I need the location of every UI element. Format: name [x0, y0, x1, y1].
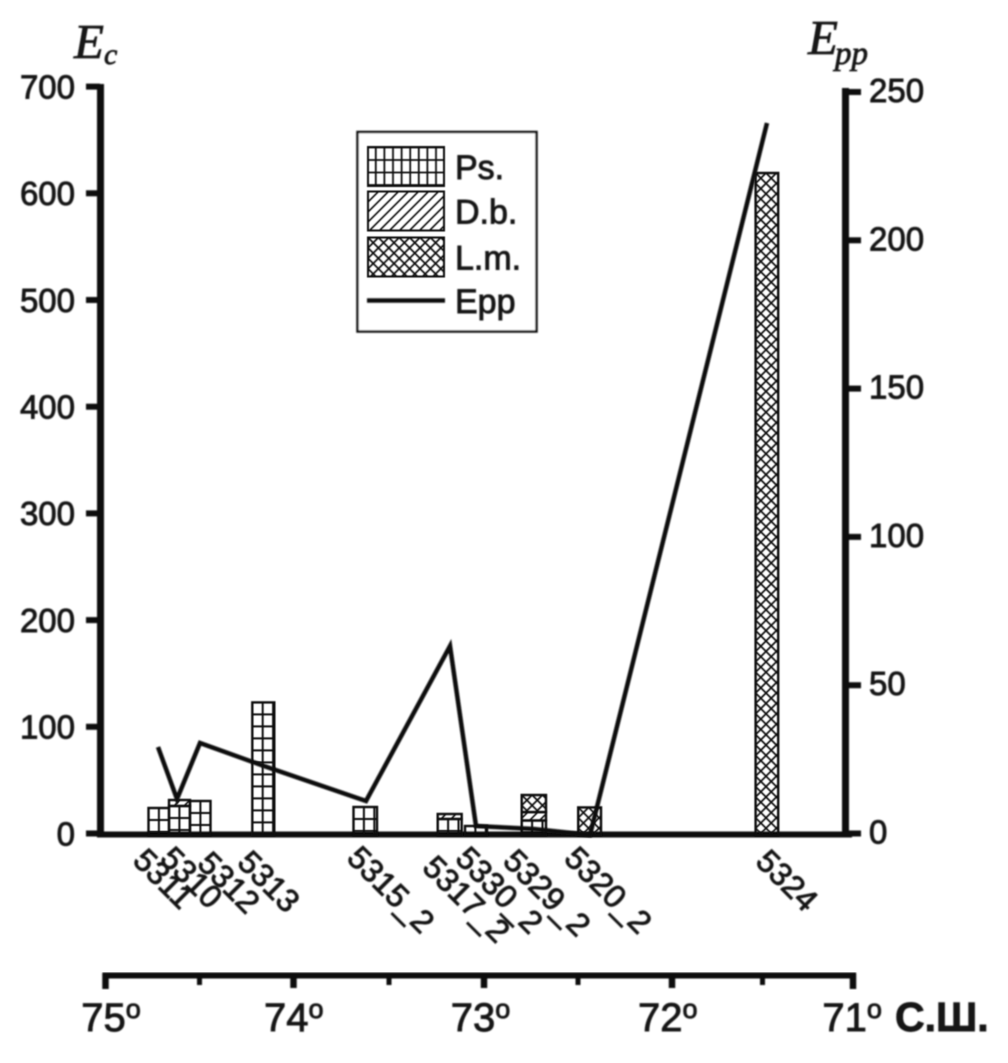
- svg-text:600: 600: [20, 175, 75, 212]
- svg-text:E: E: [73, 14, 104, 69]
- svg-text:200: 200: [20, 602, 75, 639]
- svg-text:5315_2: 5315_2: [341, 839, 442, 940]
- svg-text:700: 700: [20, 68, 75, 105]
- svg-text:500: 500: [20, 282, 75, 319]
- svg-text:5324: 5324: [749, 842, 825, 918]
- svg-text:400: 400: [20, 389, 75, 426]
- svg-text:pp: pp: [833, 36, 868, 72]
- svg-text:250: 250: [869, 72, 924, 109]
- svg-text:50: 50: [869, 665, 906, 702]
- svg-text:E: E: [807, 10, 838, 65]
- svg-text:L.m.: L.m.: [455, 239, 521, 277]
- svg-text:150: 150: [869, 369, 924, 406]
- svg-text:0: 0: [869, 814, 887, 851]
- svg-text:75o: 75o: [81, 994, 141, 1040]
- svg-text:c: c: [104, 38, 117, 71]
- svg-text:200: 200: [869, 220, 924, 257]
- svg-text:С.Ш.: С.Ш.: [895, 994, 989, 1040]
- svg-text:74o: 74o: [264, 994, 324, 1040]
- svg-text:100: 100: [869, 517, 924, 554]
- svg-text:71o: 71o: [822, 994, 882, 1040]
- svg-text:Epp: Epp: [455, 283, 516, 321]
- svg-text:300: 300: [20, 495, 75, 532]
- svg-text:0: 0: [57, 815, 75, 852]
- svg-text:72o: 72o: [638, 994, 698, 1040]
- svg-text:Ps.: Ps.: [455, 149, 504, 187]
- svg-text:100: 100: [20, 709, 75, 746]
- svg-text:73o: 73o: [451, 994, 511, 1040]
- svg-text:D.b.: D.b.: [455, 193, 517, 231]
